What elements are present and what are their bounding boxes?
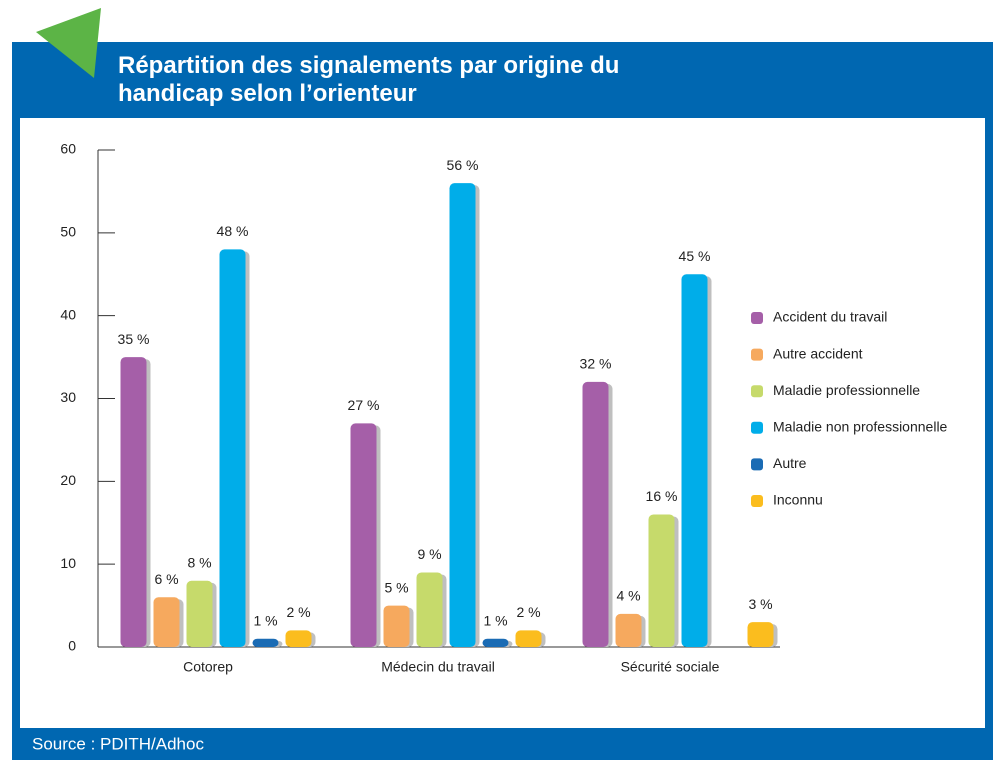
x-tick-label: Médecin du travail: [381, 659, 495, 675]
value-label: 2 %: [286, 604, 310, 620]
bar: [681, 274, 708, 647]
value-label: 35 %: [118, 331, 150, 347]
bar: [186, 580, 213, 647]
bar: [515, 630, 542, 647]
bar: [350, 423, 377, 647]
bar: [582, 381, 609, 647]
value-label: 5 %: [384, 579, 408, 595]
value-label: 1 %: [253, 612, 277, 628]
bar: [482, 638, 509, 647]
bar: [153, 597, 180, 647]
x-tick-label: Cotorep: [183, 659, 233, 675]
value-label: 45 %: [679, 248, 711, 264]
value-label: 56 %: [447, 157, 479, 173]
bar: [615, 613, 642, 647]
value-label: 2 %: [516, 604, 540, 620]
title-box: Répartition des signalements par origine…: [118, 52, 620, 107]
legend-label: Autre accident: [773, 345, 863, 361]
chart-title: Répartition des signalements par origine…: [118, 52, 620, 107]
bar: [285, 630, 312, 647]
x-tick-label: Sécurité sociale: [621, 659, 720, 675]
y-tick-label: 60: [60, 141, 76, 157]
y-tick-label: 50: [60, 224, 76, 240]
bar: [449, 183, 476, 647]
y-tick-label: 10: [60, 555, 76, 571]
legend-label: Maladie non professionnelle: [773, 419, 948, 435]
bar: [219, 249, 246, 647]
legend-label: Autre: [773, 455, 807, 471]
legend-swatch: [751, 348, 763, 361]
y-tick-label: 20: [60, 472, 76, 488]
legend-swatch: [751, 421, 763, 434]
bar: [747, 622, 774, 647]
bar: [120, 357, 147, 647]
legend-swatch: [751, 458, 763, 471]
y-tick-label: 0: [68, 638, 76, 654]
legend-label: Accident du travail: [773, 309, 887, 325]
bar: [252, 638, 279, 647]
value-label: 6 %: [154, 571, 178, 587]
legend-label: Inconnu: [773, 492, 823, 508]
value-label: 16 %: [646, 488, 678, 504]
bar: [648, 514, 675, 647]
bar: [416, 572, 443, 647]
value-label: 8 %: [187, 554, 211, 570]
triangle: [36, 8, 101, 78]
value-label: 4 %: [616, 588, 640, 604]
value-label: 1 %: [483, 612, 507, 628]
value-label: 9 %: [417, 546, 441, 562]
source: Source : PDITH/Adhoc: [32, 734, 204, 753]
legend-swatch: [751, 495, 763, 507]
y-tick-label: 30: [60, 389, 76, 405]
value-label: 3 %: [748, 596, 772, 612]
legend-label: Maladie professionnelle: [773, 382, 920, 398]
value-label: 27 %: [348, 397, 380, 413]
value-label: 48 %: [217, 223, 249, 239]
legend-swatch: [751, 385, 763, 398]
value-label: 32 %: [580, 356, 612, 372]
y-tick-label: 40: [60, 306, 76, 322]
legend-swatch: [751, 312, 763, 324]
bar: [383, 605, 410, 647]
